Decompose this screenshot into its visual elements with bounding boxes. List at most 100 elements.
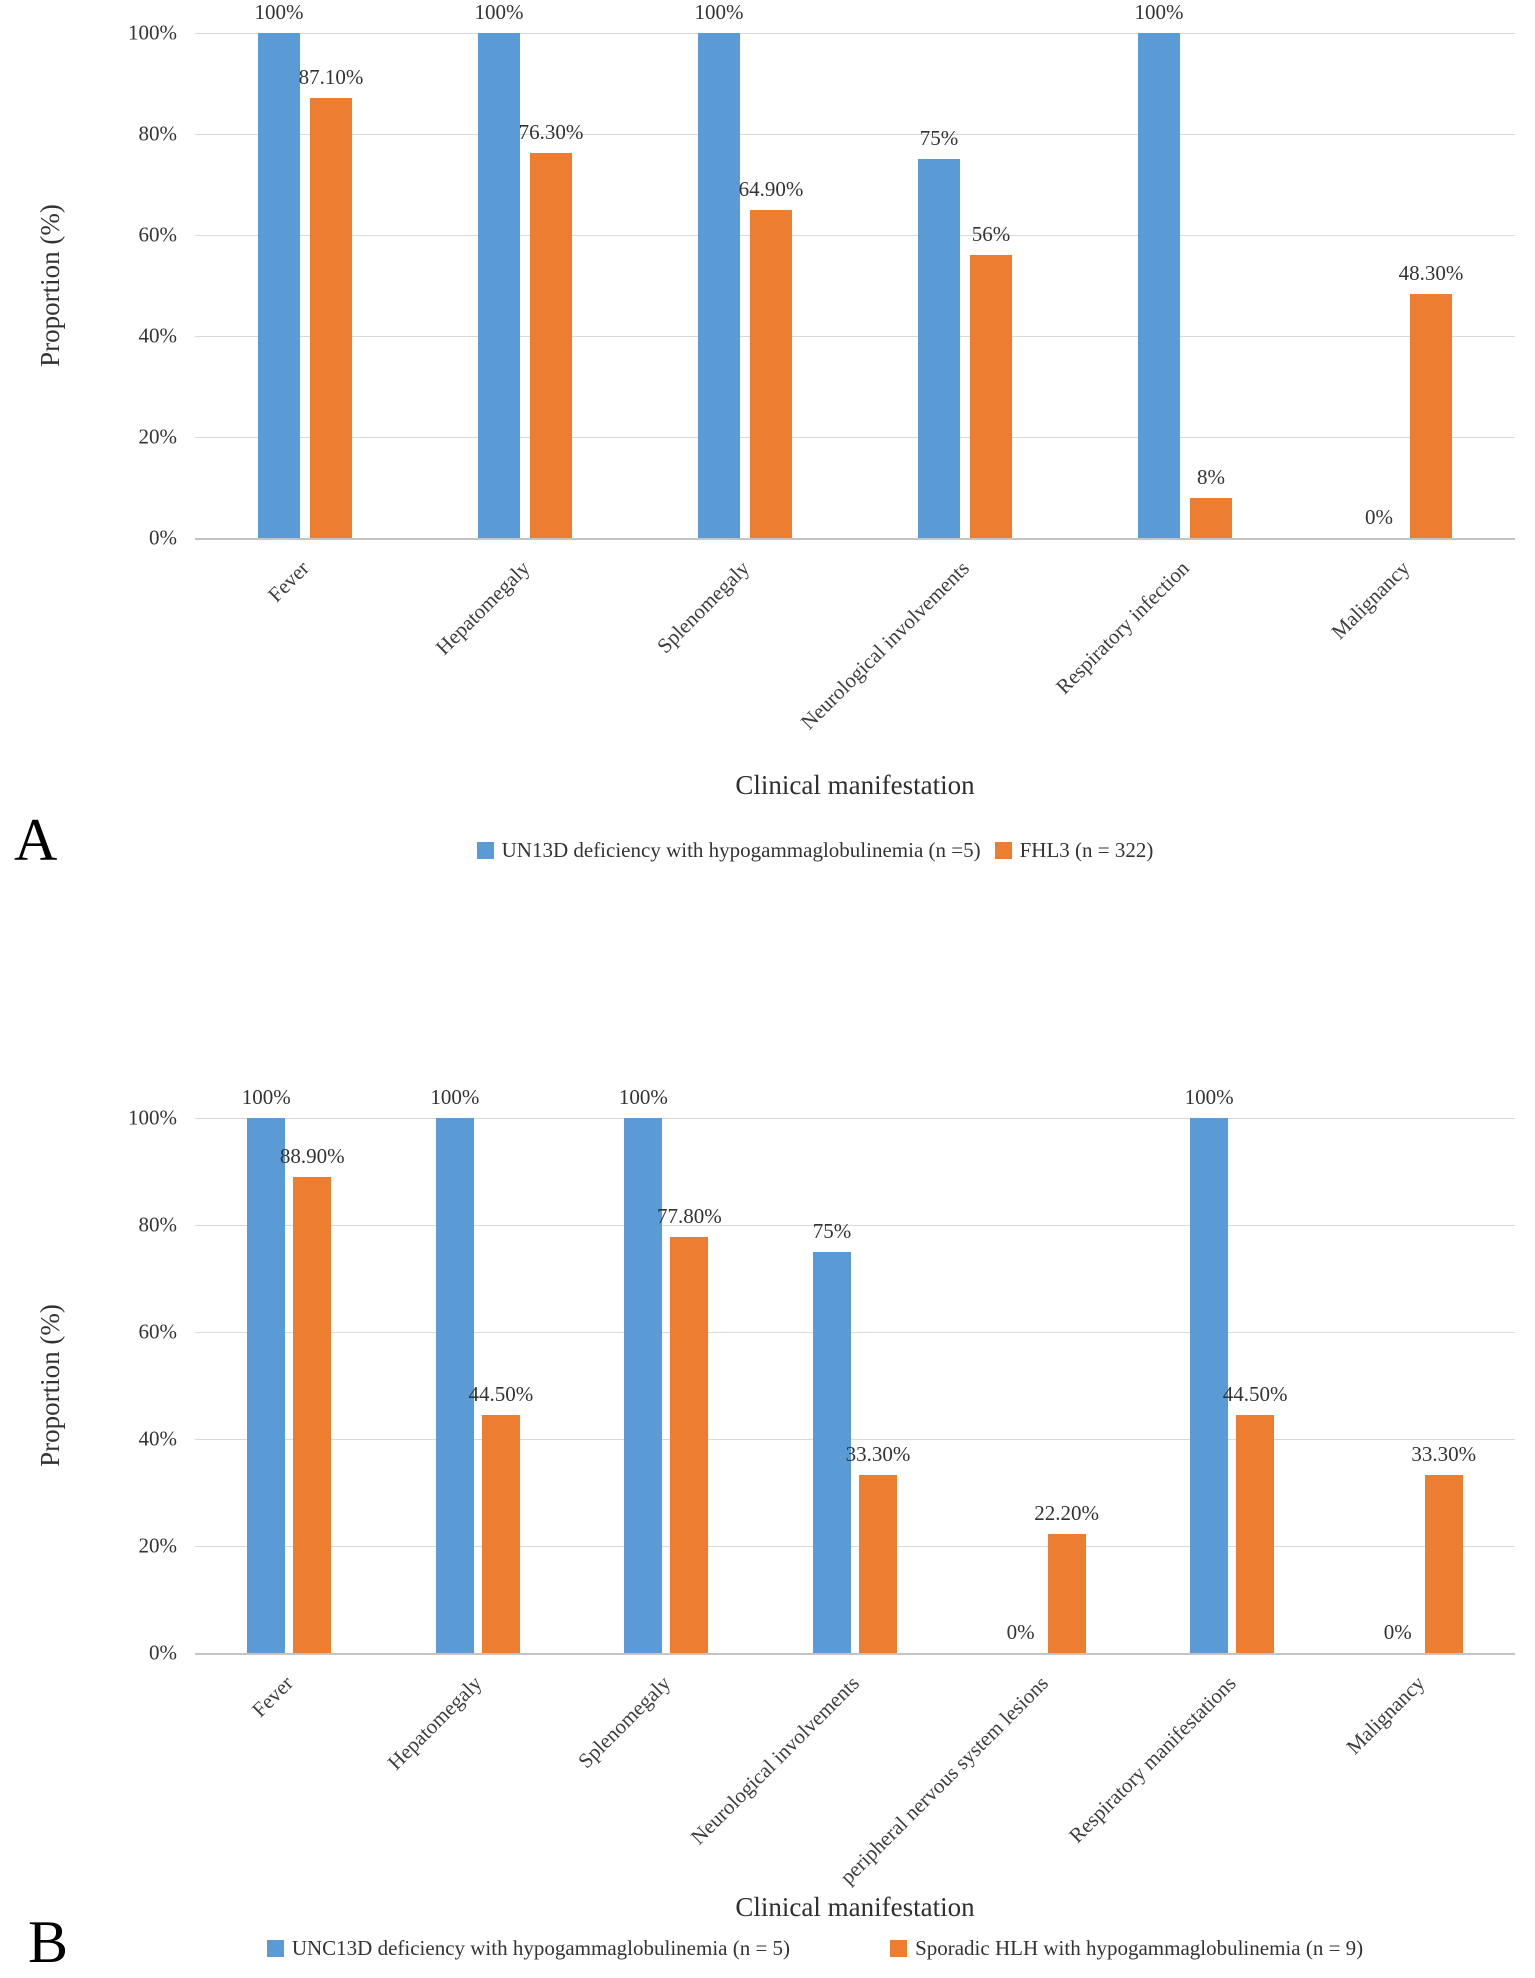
bar-slot-series2: 56%: [970, 33, 1012, 538]
gridline: [195, 33, 1515, 34]
bar-pair: 0% 22.20%: [1002, 1118, 1099, 1653]
bar-value-label: 75%: [919, 126, 959, 151]
legend-label: Sporadic HLH with hypogammaglobulinemia …: [915, 1936, 1364, 1960]
bar-value-label: 100%: [694, 0, 744, 24]
panel-b: Proportion (%) 100% 80% 60% 40% 20% 0% 100% 88…: [0, 1020, 1535, 1978]
y-axis-tick-label: 100%: [128, 20, 177, 45]
bar-blue: [258, 33, 300, 538]
bar-slot-series2: 33.30%: [846, 1118, 910, 1653]
bar-value-label: 56%: [971, 222, 1011, 247]
category-label: Malignancy: [1341, 1671, 1430, 1759]
bar-slot-series2: 88.90%: [280, 1118, 345, 1653]
bar-pair: 100% 88.90%: [242, 1085, 345, 1653]
plot-area: 100% 88.90% 100% 44.50% 100% 77.80% 75% 33.30% 0…: [195, 1085, 1515, 1655]
category-label: Hepatomegaly: [430, 556, 534, 660]
bar-slot-series1: 100%: [242, 1085, 291, 1653]
bar-blue: [698, 33, 740, 538]
category-label: Malignancy: [1326, 556, 1414, 644]
gridline: [195, 336, 1515, 337]
bar-slot-series2: 87.10%: [299, 33, 363, 538]
gridline: [195, 437, 1515, 438]
y-axis: 100% 80% 60% 40% 20% 0%: [0, 21, 186, 550]
bar-value-label: 44.50%: [1222, 1381, 1288, 1406]
category-label: Fever: [247, 1671, 299, 1722]
bar-orange: [750, 210, 792, 538]
bar-value-label: 75%: [812, 1218, 852, 1243]
bar-orange: [1190, 497, 1232, 538]
bar-pair: 0% 33.30%: [1379, 1118, 1476, 1653]
bar-orange: [670, 1236, 709, 1653]
gridline: [195, 134, 1515, 135]
x-axis: Fever Hepatomegaly Splenomegaly Neurologica…: [195, 1655, 1515, 1895]
y-axis-tick-label: 20%: [138, 424, 178, 449]
panel-label-a: A: [14, 807, 58, 873]
bar-orange: [1047, 1534, 1086, 1653]
legend-label: FHL3 (n = 322): [1019, 838, 1154, 862]
bar-slot-series2: 22.20%: [1034, 1118, 1099, 1653]
bar-orange: [970, 255, 1012, 538]
bar-value-label: 0%: [1006, 1620, 1035, 1644]
bar-pair: 100% 64.90%: [695, 0, 803, 538]
bar-slot-series2: 48.30%: [1399, 33, 1463, 538]
y-axis-tick-label: 60%: [138, 1319, 178, 1344]
bar-slot-series1: 100%: [475, 0, 524, 538]
panel-label-b: B: [28, 1909, 69, 1975]
x-axis-title: Clinical manifestation: [735, 770, 975, 800]
bar-value-label: 100%: [430, 1085, 480, 1109]
legend-swatch-blue: [266, 1940, 284, 1957]
legend-label: UNC13D deficiency with hypogammaglobulin…: [291, 1936, 791, 1960]
bar-slot-series2: 77.80%: [657, 1118, 722, 1653]
bar-value-label: 48.30%: [1398, 261, 1464, 286]
legend-swatch-blue: [476, 842, 494, 859]
category-label: Hepatomegaly: [383, 1671, 487, 1775]
category-label: Splenomegaly: [652, 556, 754, 658]
bar-blue: [1138, 33, 1180, 538]
category-label: Splenomegaly: [573, 1671, 676, 1773]
x-axis-title: Clinical manifestation: [735, 1892, 975, 1922]
bar-blue: [478, 33, 520, 538]
bar-value-label: 100%: [474, 0, 524, 24]
bar-slot-series1: 100%: [1135, 0, 1184, 538]
bar-value-label: 100%: [618, 1085, 668, 1109]
bar-value-label: 33.30%: [1411, 1441, 1477, 1466]
bar-blue: [624, 1118, 663, 1653]
plot-area: 100% 87.10% 100% 76.30% 100% 64.90% 75% 56% 100%…: [195, 0, 1515, 540]
bar-slot-series2: 33.30%: [1411, 1118, 1476, 1653]
bar-slot-series1: 100%: [619, 1085, 668, 1653]
y-axis-tick-label: 0%: [149, 525, 177, 550]
bar-pair: 75% 33.30%: [812, 1118, 910, 1653]
panel-a: Proportion (%) 100% 80% 60% 40% 20% 0% 100% 87…: [0, 0, 1515, 873]
bar-slot-series1: 75%: [918, 33, 960, 538]
x-axis: Fever Hepatomegaly Splenomegaly Neurologica…: [195, 540, 1515, 780]
bar-slot-series2: 76.30%: [519, 33, 583, 538]
legend-item: Sporadic HLH with hypogammaglobulinemia …: [890, 1936, 1363, 1961]
legend: UNC13D deficiency with hypogammaglobulin…: [155, 1936, 1475, 1961]
bar-pair: 75% 56%: [918, 33, 1012, 538]
category-label: Fever: [263, 556, 314, 607]
y-axis-tick-label: 0%: [149, 1640, 177, 1665]
bar-orange: [1410, 294, 1452, 538]
bar-pair: 100% 44.50%: [430, 1085, 533, 1653]
category-label: Respiratory infection: [1051, 556, 1194, 699]
bar-pair: 100% 8%: [1135, 0, 1232, 538]
bar-value-label: 64.90%: [738, 177, 804, 202]
bar-pair: 100% 77.80%: [619, 1085, 722, 1653]
bar-pair: 100% 87.10%: [255, 0, 363, 538]
bar-value-label: 76.30%: [518, 119, 584, 144]
bar-value-label: 8%: [1197, 464, 1225, 489]
bar-slot-series1: 100%: [255, 0, 304, 538]
bar-blue: [435, 1118, 474, 1653]
bar-value-label: 100%: [1134, 0, 1184, 24]
bar-orange: [481, 1414, 520, 1653]
bar-slot-series1: 100%: [1185, 1085, 1234, 1653]
bar-orange: [293, 1177, 332, 1653]
bar-value-label: 88.90%: [279, 1144, 345, 1169]
y-axis-tick-label: 60%: [138, 222, 178, 247]
bar-slot-series1: 0%: [1358, 33, 1400, 538]
bar-value-label: 100%: [1184, 1085, 1234, 1109]
legend: UN13D deficiency with hypogammaglobuline…: [155, 838, 1475, 863]
gridline: [195, 1118, 1515, 1119]
y-axis: 100% 80% 60% 40% 20% 0%: [0, 1106, 186, 1665]
y-axis-tick-label: 80%: [138, 121, 178, 146]
